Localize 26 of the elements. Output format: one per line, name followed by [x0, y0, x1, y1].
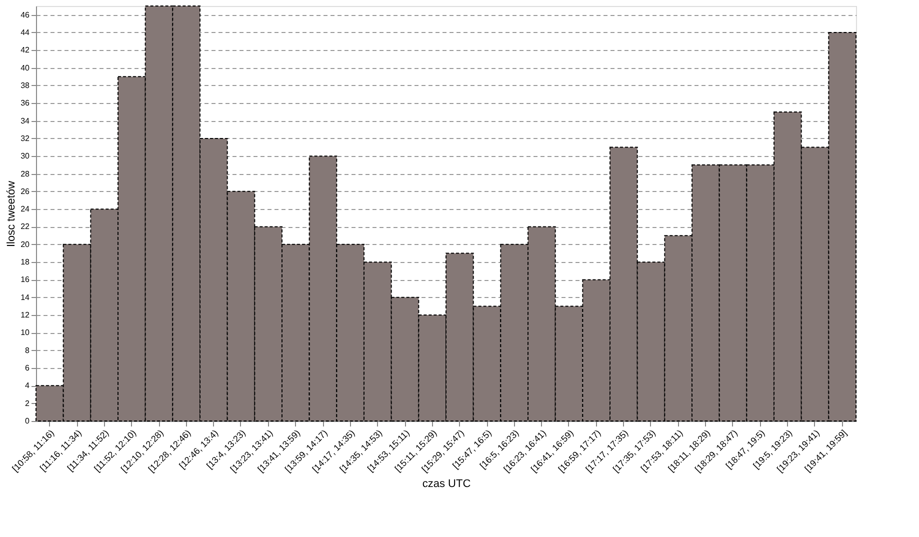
y-tick-label: 44: [20, 28, 30, 37]
y-tick-label: 34: [20, 116, 30, 126]
y-tick-label: 12: [20, 310, 30, 320]
x-axis-title: czas UTC: [422, 478, 471, 490]
y-tick-label: 42: [20, 46, 30, 55]
y-tick-label: 4: [25, 381, 30, 390]
y-tick-label: 18: [20, 258, 30, 267]
y-tick-label: 40: [20, 63, 30, 72]
y-tick-label: 26: [20, 186, 30, 196]
y-tick-label: 24: [20, 204, 30, 214]
y-tick-label: 0: [25, 416, 30, 426]
y-tick-label: 16: [20, 275, 30, 284]
y-tick-label: 28: [20, 169, 30, 178]
y-tick-label: 32: [20, 134, 30, 143]
y-tick-label: 20: [20, 240, 30, 249]
y-tick-label: 38: [20, 80, 30, 90]
y-tick-label: 2: [25, 398, 30, 408]
y-tick-label: 46: [20, 10, 30, 20]
y-tick-label: 8: [25, 346, 30, 355]
y-tick-label: 14: [20, 292, 30, 302]
y-axis-title: Ilosc tweetów: [6, 180, 18, 248]
y-tick-label: 6: [25, 364, 30, 373]
y-tick-label: 36: [20, 98, 30, 108]
y-tick-label: 22: [20, 222, 30, 232]
y-tick-label: 10: [20, 328, 30, 338]
y-tick-label: 30: [20, 152, 30, 161]
